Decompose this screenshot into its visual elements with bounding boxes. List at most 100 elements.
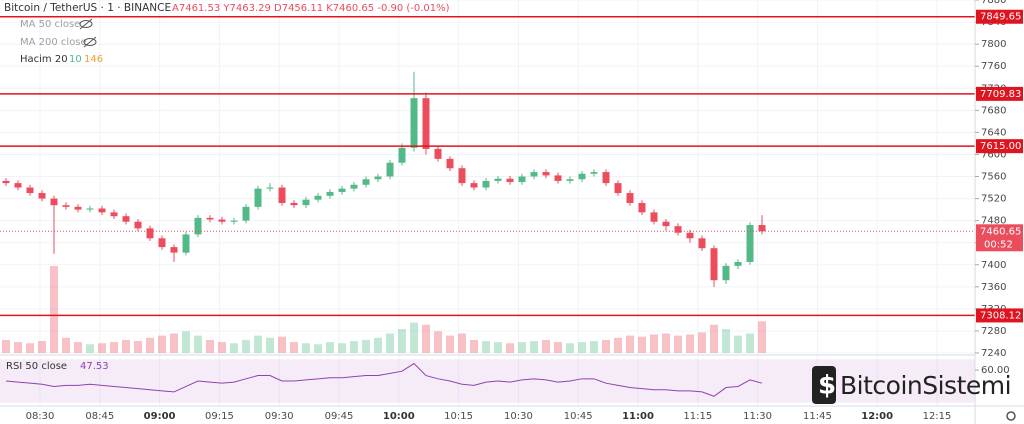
volume-label: Hacim 20 [20,54,68,65]
candle-body [650,212,658,222]
rsi-line [5,362,763,397]
volume-bar [422,324,430,353]
x-tick-label: 10:15 [444,411,473,422]
volume-bar [218,342,226,353]
eye-icon[interactable] [83,36,97,48]
volume-bar [278,336,286,353]
volume-bar [290,342,298,353]
symbol-title: Bitcoin / TetherUS · 1 · BINANCE [4,2,171,14]
volume-bar [326,342,334,353]
volume-bar [362,339,370,353]
volume-bar [758,321,766,353]
volume-bar [614,337,622,353]
level-label-bg [976,308,1023,323]
candle-body [230,220,238,222]
candle-body [698,238,706,249]
candle-body [482,180,490,188]
candle-body [758,225,766,232]
volume-bar [230,343,238,353]
legend: Bitcoin / TetherUS · 1 · BINANCE A7461.5… [4,2,450,372]
level-label-bg [976,86,1023,101]
candle-body [626,193,634,203]
volume-bar [182,331,190,353]
volume-bar [314,344,322,353]
volume-bar [602,339,610,353]
volume-bar [134,341,142,353]
countdown: 00:52 [984,239,1013,250]
volume-bar [470,339,478,353]
indicator-label[interactable]: MA 200 close [20,37,87,48]
level-label-bg [976,139,1023,154]
candle-body [338,188,346,192]
candle-body [194,217,202,235]
ohlc-values: A7461.53 Y7463.29 D7456.11 K7460.65 -0.9… [172,3,450,14]
x-tick-label: 11:00 [622,411,654,422]
volume-bar [38,341,46,353]
axes: 7240728073207360740074407480752075607600… [26,0,1023,422]
candle-body [518,176,526,183]
candle-body [182,234,190,253]
volume-bar [206,339,214,353]
candle-body [146,228,154,239]
candle-body [734,261,742,266]
candle-body [614,183,622,194]
level-label-bg [976,9,1023,24]
logo-glyph: $ [818,371,836,401]
watermark-text: BitcoinSistemi [840,371,1011,400]
rsi-tick-label: 60.00 [981,365,1010,376]
x-tick-label: 10:00 [383,411,415,422]
volume-bar [458,333,466,353]
volume-bar [626,335,634,353]
volume-bar [530,341,538,353]
eye-icon[interactable] [79,18,93,30]
volume-bar [398,329,406,353]
candle-body [470,183,478,188]
candle-body [14,183,22,188]
last-price-bg [976,224,1023,252]
candle-body [374,176,382,180]
x-tick-label: 09:30 [265,411,294,422]
volume-bar [710,324,718,353]
volume-bar [350,341,358,353]
candle-body [110,212,118,217]
volume-bar [662,333,670,353]
candle-body [2,180,10,184]
grid [0,0,975,406]
x-tick-label: 12:15 [923,411,952,422]
volume-bar [410,322,418,353]
x-tick-label: 08:45 [85,411,114,422]
y-tick-label: 7880 [981,0,1006,6]
volume-bar [446,335,454,353]
volume-bar [74,342,82,353]
y-tick-label: 7400 [981,260,1006,271]
candle-body [530,172,538,177]
volume-bar [734,335,742,353]
level-label: 7849.65 [980,12,1021,23]
candle-body [566,179,574,181]
candle-body [398,147,406,163]
x-tick-label: 08:30 [26,411,55,422]
volume-bar [2,339,10,353]
y-tick-label: 7600 [981,149,1006,160]
x-tick-label: 11:15 [683,411,712,422]
candle-body [746,225,754,262]
volume-bar [98,343,106,353]
volume-bar [50,266,58,353]
candle-body [278,187,286,203]
volume-bar [242,339,250,353]
volume-bar [542,339,550,353]
rsi-label: RSI 50 close [6,361,67,372]
y-tick-label: 7680 [981,105,1006,116]
candle-body [722,265,730,281]
indicator-label[interactable]: MA 50 close [20,19,80,30]
settings-icon[interactable] [1006,411,1016,421]
y-tick-label: 7480 [981,216,1006,227]
candle-body [446,158,454,169]
x-tick-label: 09:00 [144,411,176,422]
candle-body [86,208,94,210]
volume-ma: 10 [69,54,82,65]
volume-bar [638,336,646,353]
volume-bar [578,342,586,353]
x-tick-label: 10:45 [564,411,593,422]
candle-body [158,238,166,248]
